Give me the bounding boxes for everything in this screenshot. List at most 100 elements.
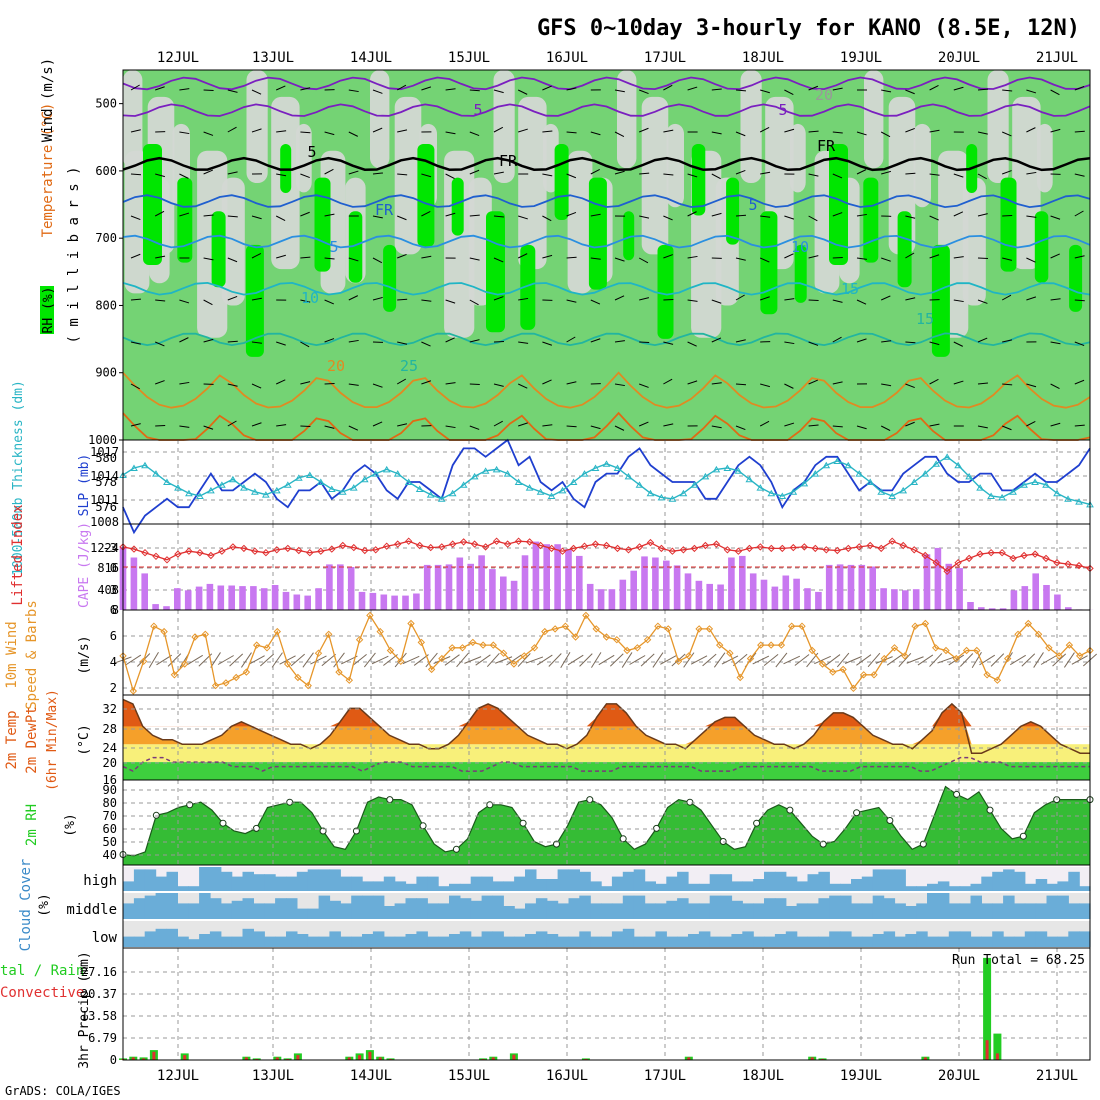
lifted-index-marker — [987, 548, 995, 557]
thickness-tick-label: 580 — [95, 451, 117, 465]
wind-barb — [713, 652, 726, 668]
wind-speed-marker — [736, 673, 744, 682]
rh-dry-patch — [493, 70, 515, 184]
cape-bar — [1065, 607, 1072, 610]
wind-barb — [905, 297, 916, 301]
cloud-cover-bar — [481, 895, 494, 919]
thickness-marker — [987, 492, 995, 499]
cape-bar — [815, 591, 822, 610]
cape-bar — [652, 557, 659, 610]
wind-speed-marker — [170, 671, 179, 679]
rh-moist-patch — [451, 177, 464, 236]
wind-barb — [937, 656, 955, 664]
cape-bar — [608, 589, 616, 610]
contour-label: 10 — [301, 289, 319, 307]
wind-barb — [445, 88, 456, 91]
wind-barb — [733, 653, 748, 667]
contour-label: 5 — [307, 143, 316, 161]
rh-tick-label: 50 — [103, 835, 117, 849]
wind-barb — [493, 340, 505, 343]
cloud-cover-bar — [774, 934, 787, 947]
wind-barb — [1074, 210, 1084, 217]
cape-bar — [749, 573, 757, 610]
temp-line — [122, 698, 1090, 754]
footer-credit: GrADS: COLA/IGES — [5, 1084, 121, 1098]
wind-barb — [905, 127, 915, 133]
thickness-marker — [745, 475, 754, 483]
lifted-index-marker — [328, 545, 336, 553]
lifted-index-marker — [547, 544, 556, 553]
date-tick-label: 15JUL — [448, 1068, 490, 1084]
cape-bar — [500, 576, 507, 610]
cloud-cover-bar — [1057, 936, 1069, 947]
wind-barb — [302, 652, 314, 668]
cape-bar — [543, 544, 550, 610]
wind-speed-marker — [746, 654, 755, 663]
cloud-cover-bar — [764, 871, 776, 891]
thickness-marker — [415, 485, 424, 492]
cloud-cover-bar — [264, 936, 276, 947]
lifted-index-marker — [899, 541, 907, 550]
wind-barb — [203, 214, 214, 217]
cloud-cover-bar — [155, 876, 168, 891]
cloud-cover-bar — [698, 931, 711, 947]
wind-barb — [856, 338, 867, 343]
cloud-cover-bar — [199, 934, 211, 947]
cloud-cover-bar — [394, 903, 407, 919]
lifted-index-marker — [888, 537, 896, 545]
wind-barb — [663, 129, 674, 133]
wind-barb — [469, 299, 479, 306]
thickness-marker — [690, 481, 699, 488]
wind-barb — [130, 253, 141, 259]
wind-barb — [421, 380, 432, 385]
cloud-cover-bar — [275, 936, 287, 947]
rh-fill-band — [123, 786, 1090, 865]
cape-bar — [130, 557, 138, 610]
rh-marker — [1019, 832, 1027, 840]
rh-tick-label: 80 — [103, 796, 117, 810]
wind-barb — [227, 420, 237, 427]
contour-label: 15 — [916, 310, 934, 328]
thickness-marker — [833, 457, 842, 464]
wind-barb — [493, 171, 504, 175]
cloud-cover-bar — [351, 895, 363, 919]
thickness-marker — [437, 495, 446, 502]
cape-bar — [163, 606, 170, 610]
wind-barb — [953, 256, 964, 259]
rh-marker — [619, 835, 627, 843]
wind-speed-marker — [1075, 652, 1084, 660]
cloud-cover-bar — [427, 876, 439, 891]
wind-barb — [1026, 89, 1037, 94]
precip-convective-bar — [142, 1058, 146, 1060]
lifted-index-marker — [877, 544, 885, 553]
cloud-cover-bar — [427, 936, 439, 947]
lifted-index-marker — [382, 542, 391, 550]
wind-barb — [929, 653, 943, 667]
rh-moist-patch — [554, 144, 569, 220]
cape-bar — [467, 563, 474, 610]
rh-dry-patch — [567, 150, 593, 294]
cloud-cover-bar — [1057, 895, 1069, 919]
thickness-marker — [1075, 498, 1083, 505]
cloud-cover-bar — [535, 879, 548, 891]
cloud-cover-bar — [329, 900, 341, 919]
lifted-index-marker — [317, 547, 325, 555]
wind-barb — [929, 173, 940, 176]
cloud-cover-bar — [622, 928, 635, 947]
wind-speed-marker — [150, 622, 158, 630]
cloud-cover-bar — [861, 936, 874, 947]
cloud-cover-bar — [133, 936, 146, 947]
wind-barb — [469, 257, 480, 261]
rh-marker — [686, 798, 694, 806]
lifted-index-tick-label: 6 — [110, 603, 117, 617]
cloud-cover-bar — [209, 898, 222, 919]
rh-fill-band — [123, 786, 1090, 865]
cloud-cover-bar — [688, 883, 700, 891]
wind-barb — [179, 425, 190, 428]
wind-barb — [929, 129, 940, 133]
thickness-marker — [558, 486, 567, 494]
wind-barb — [456, 652, 469, 668]
wind-barb — [711, 337, 722, 343]
lifted-index-marker — [701, 541, 710, 550]
